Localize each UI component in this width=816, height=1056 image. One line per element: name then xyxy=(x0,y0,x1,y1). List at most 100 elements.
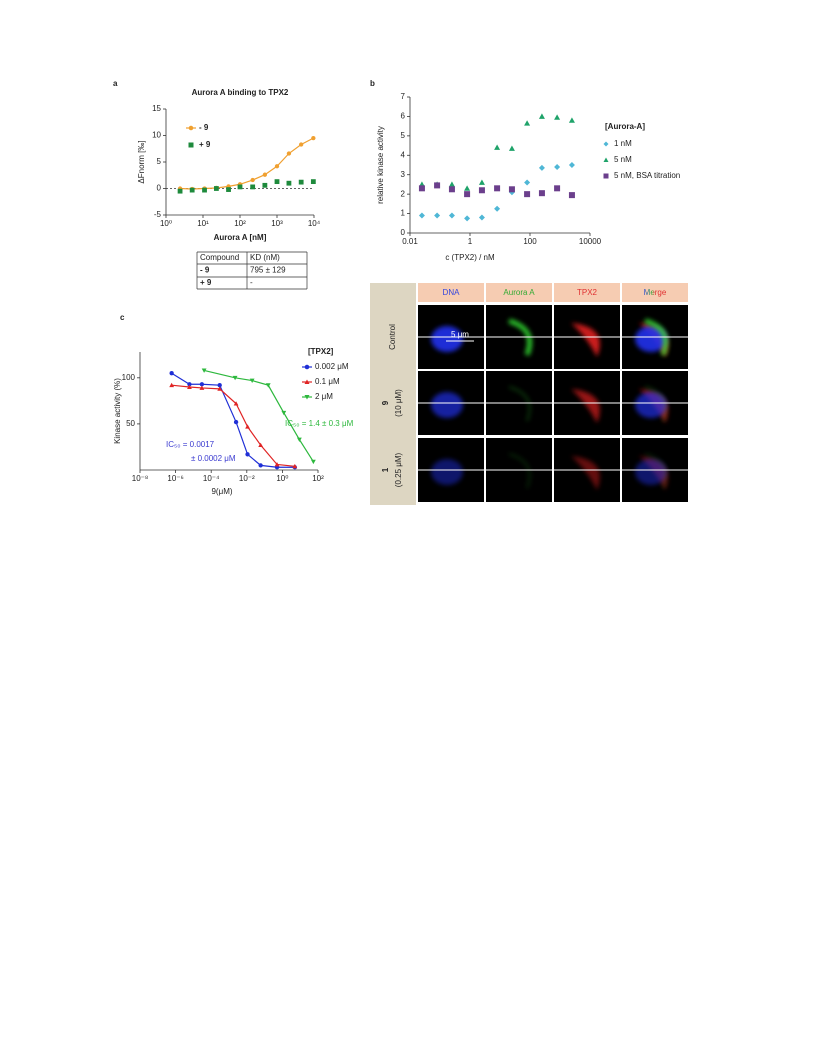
y-tick-label: 10 xyxy=(152,131,161,140)
y-tick-label: 4 xyxy=(401,150,406,159)
x-tick-label: 10⁻² xyxy=(239,474,255,483)
legend-marker xyxy=(304,364,310,370)
marker xyxy=(177,188,183,194)
marker xyxy=(299,142,304,147)
y-tick-label: 0 xyxy=(157,184,162,193)
table-cell: - xyxy=(250,278,253,287)
row-sublabel: (0.25 μM) xyxy=(394,452,403,487)
marker xyxy=(274,164,280,169)
x-axis-label: Aurora A [nM] xyxy=(214,233,267,242)
marker xyxy=(250,177,255,183)
legend-label: - 9 xyxy=(199,123,209,132)
y-axis-label: Kinase activity (%) xyxy=(113,378,122,444)
aurora-signal xyxy=(644,318,669,356)
legend-label: 1 nM xyxy=(614,139,632,148)
marker xyxy=(189,187,195,193)
marker xyxy=(233,401,239,406)
column-header-background xyxy=(486,283,552,302)
x-tick-label: 10⁻⁶ xyxy=(167,474,183,483)
column-header: Merge xyxy=(644,288,667,297)
marker xyxy=(538,113,545,119)
marker xyxy=(187,384,192,389)
aurora-signal xyxy=(644,386,667,422)
panel-label: b xyxy=(370,79,375,88)
x-tick-label: 10⁰ xyxy=(160,219,172,228)
dna-signal xyxy=(635,459,667,485)
tpx2-signal xyxy=(571,323,600,357)
dna-signal xyxy=(431,326,463,352)
y-tick-label: 15 xyxy=(152,104,161,113)
marker xyxy=(292,463,298,469)
legend-marker xyxy=(304,395,310,400)
marker xyxy=(265,383,271,388)
y-tick-label: 7 xyxy=(401,92,406,101)
legend-title: [TPX2] xyxy=(308,347,334,356)
marker xyxy=(274,462,280,467)
marker xyxy=(213,186,219,191)
table-header: KD (nM) xyxy=(250,253,280,262)
marker xyxy=(258,463,263,468)
marker xyxy=(233,419,239,425)
marker xyxy=(464,191,471,198)
marker xyxy=(554,114,561,120)
column-header: TPX2 xyxy=(577,288,598,297)
marker xyxy=(258,442,264,448)
marker xyxy=(237,184,243,190)
marker xyxy=(217,383,222,388)
marker xyxy=(262,182,268,188)
scale-bar-label: 5 μm xyxy=(451,330,469,339)
marker xyxy=(245,424,250,429)
column-header-background xyxy=(418,283,484,302)
y-tick-label: 6 xyxy=(401,112,406,121)
marker xyxy=(217,386,223,391)
marker xyxy=(508,186,515,193)
x-tick-label: 10⁻⁴ xyxy=(203,474,220,483)
legend-label: 0.002 μM xyxy=(315,362,349,371)
legend-marker xyxy=(188,125,194,131)
marker xyxy=(418,212,425,219)
marker xyxy=(169,382,175,388)
marker xyxy=(448,181,455,187)
x-tick-label: 0.01 xyxy=(402,237,418,246)
y-axis-label: ΔFnorm [‰] xyxy=(137,140,146,183)
table-header: Compound xyxy=(200,253,239,262)
x-tick-label: 10² xyxy=(312,474,324,483)
y-tick-label: 5 xyxy=(157,157,162,166)
dna-signal xyxy=(431,392,463,418)
legend-marker xyxy=(188,142,194,148)
aurora-signal xyxy=(508,386,531,422)
marker xyxy=(478,179,485,185)
row-sublabel: (10 μM) xyxy=(394,389,403,417)
marker xyxy=(281,410,287,416)
y-tick-label: 5 xyxy=(401,131,406,140)
y-tick-label: 0 xyxy=(401,228,406,237)
panel-label: c xyxy=(120,313,125,322)
aurora-signal xyxy=(644,453,667,489)
marker xyxy=(434,212,441,219)
marker xyxy=(310,459,316,465)
annotation: IC₅₀ = 1.4 ± 0.3 μM xyxy=(285,419,354,428)
table-cell: - 9 xyxy=(200,266,210,275)
legend-label: + 9 xyxy=(199,140,211,149)
marker xyxy=(232,375,238,381)
legend-marker xyxy=(603,173,609,179)
marker xyxy=(508,145,515,151)
x-tick-label: 100 xyxy=(523,237,537,246)
marker xyxy=(296,437,302,442)
legend-marker xyxy=(304,379,310,384)
marker xyxy=(494,205,501,212)
aurora-signal xyxy=(508,318,533,356)
marker xyxy=(524,120,531,126)
legend-label: 0.1 μM xyxy=(315,377,340,386)
marker xyxy=(448,212,455,219)
row-label: Control xyxy=(388,324,397,350)
marker xyxy=(187,382,192,387)
marker xyxy=(274,179,280,185)
marker xyxy=(448,186,455,193)
x-axis-label: c (TPX2) / nM xyxy=(445,253,495,262)
marker xyxy=(554,185,561,192)
y-axis-label: relative kinase activity xyxy=(376,126,385,204)
marker xyxy=(538,164,545,171)
marker xyxy=(311,135,316,141)
